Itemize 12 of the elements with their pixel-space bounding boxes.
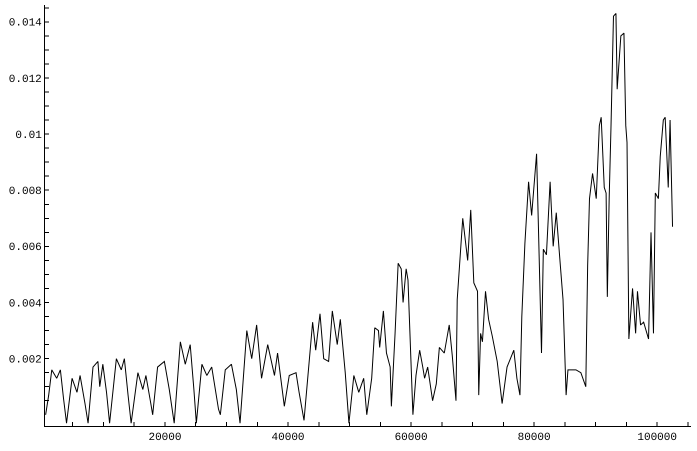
y-tick-label: 0.002: [8, 354, 42, 366]
x-tick-label: 60000: [394, 432, 428, 444]
y-tick-label: 0.014: [8, 18, 42, 30]
x-tick-label: 40000: [272, 432, 305, 444]
x-tick-label: 100000: [637, 432, 677, 444]
y-tick-label: 0.006: [8, 242, 42, 254]
y-tick-label: 0.01: [15, 130, 42, 142]
y-tick-label: 0.008: [8, 186, 42, 198]
x-tick-label: 80000: [518, 432, 551, 444]
y-tick-label: 0.012: [8, 74, 42, 86]
y-tick-label: 0.004: [8, 298, 42, 310]
x-tick-label: 20000: [148, 432, 182, 444]
